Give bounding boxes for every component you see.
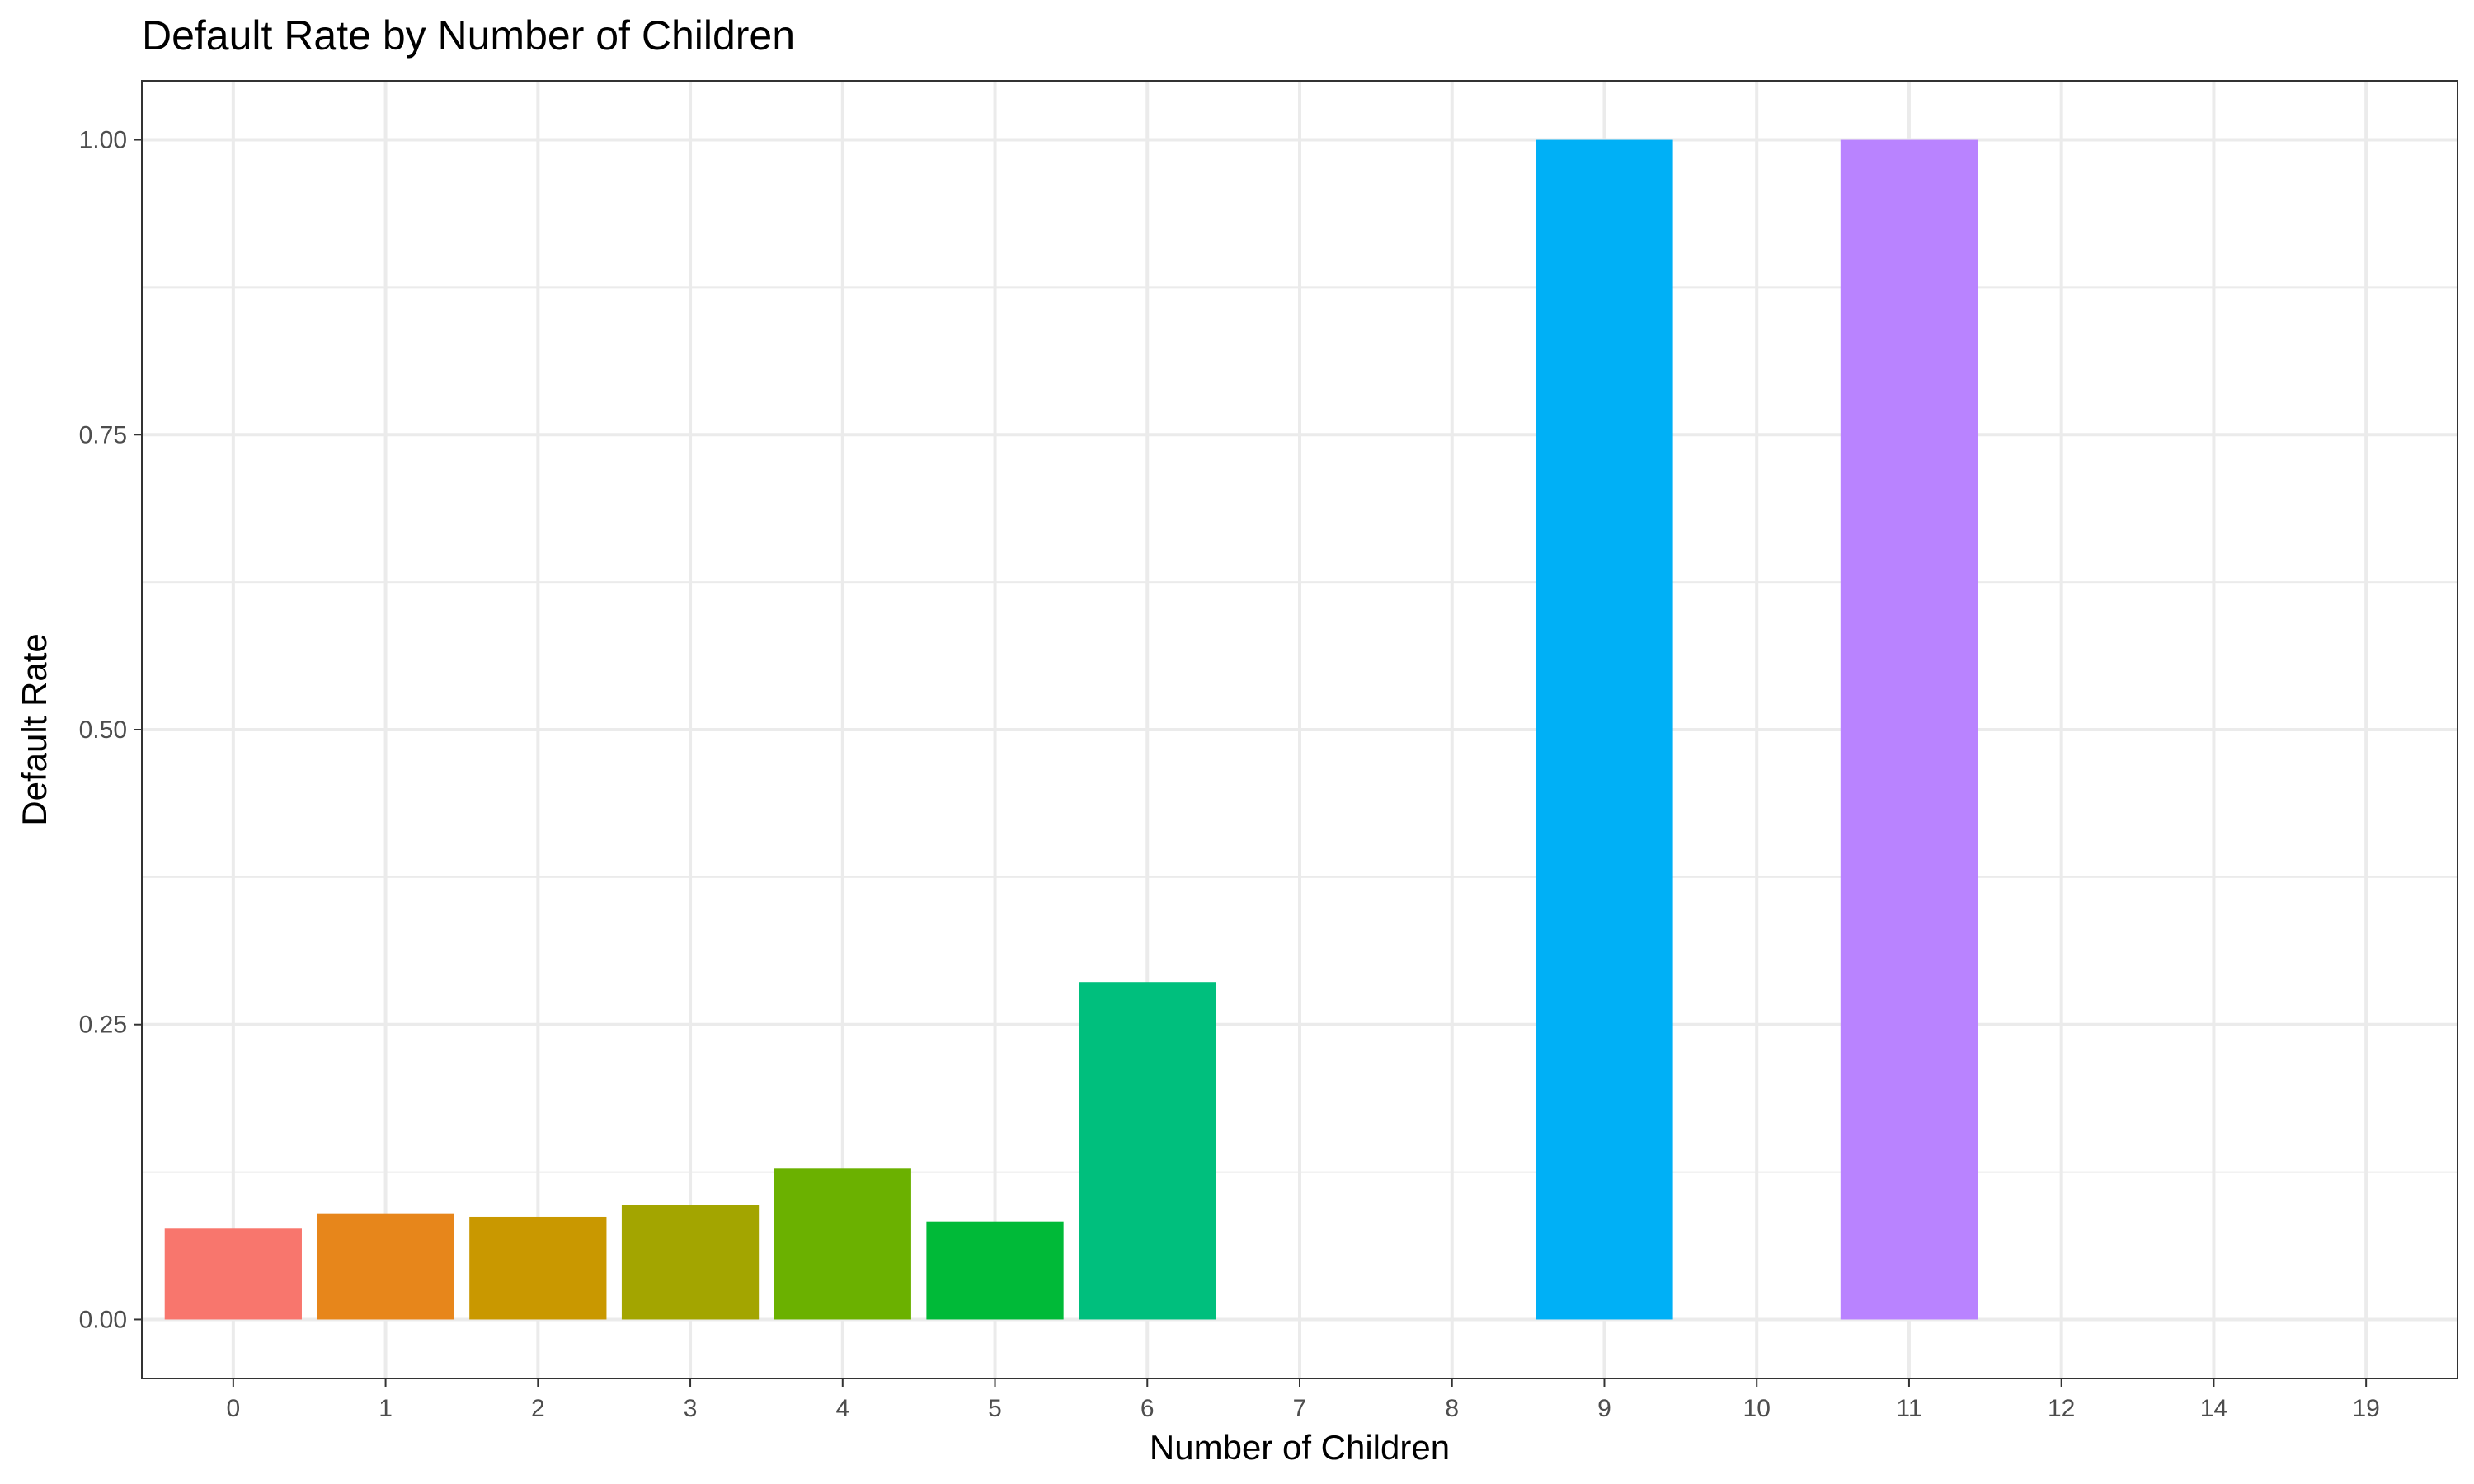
x-tick-label: 7 — [1293, 1395, 1307, 1422]
x-tick-label: 12 — [2048, 1395, 2075, 1422]
y-tick-label: 1.00 — [79, 127, 127, 154]
y-tick-label: 0.75 — [79, 421, 127, 448]
y-axis: 0.00 0.25 0.50 0.75 1.00 — [79, 127, 142, 1333]
x-tick-label: 8 — [1445, 1395, 1459, 1422]
x-axis-title: Number of Children — [1150, 1428, 1450, 1467]
x-tick-label: 1 — [379, 1395, 393, 1422]
y-axis-title: Default Rate — [15, 633, 54, 825]
bar-0 — [164, 1228, 302, 1320]
chart-title: Default Rate by Number of Children — [142, 12, 795, 59]
bar-9 — [1536, 139, 1673, 1320]
x-tick-label: 5 — [988, 1395, 1002, 1422]
x-tick-label: 4 — [835, 1395, 849, 1422]
x-tick-label: 19 — [2352, 1395, 2379, 1422]
y-tick-label: 0.25 — [79, 1012, 127, 1039]
y-tick-label: 0.50 — [79, 716, 127, 744]
x-tick-label: 10 — [1743, 1395, 1771, 1422]
bars — [164, 139, 1978, 1320]
y-tick-label: 0.00 — [79, 1306, 127, 1333]
x-tick-label: 11 — [1896, 1395, 1921, 1422]
bar-4 — [774, 1168, 911, 1320]
x-tick-label: 3 — [684, 1395, 698, 1422]
bar-11 — [1840, 139, 1978, 1320]
x-tick-label: 14 — [2200, 1395, 2227, 1422]
x-tick-label: 6 — [1141, 1395, 1155, 1422]
x-axis: 0 1 2 3 4 5 6 7 8 9 10 11 12 14 19 — [226, 1378, 2380, 1422]
bar-6 — [1079, 982, 1216, 1320]
bar-1 — [317, 1213, 454, 1320]
x-tick-label: 2 — [531, 1395, 545, 1422]
x-tick-label: 0 — [226, 1395, 240, 1422]
bar-2 — [469, 1216, 607, 1320]
bar-3 — [621, 1205, 760, 1320]
bar-5 — [926, 1221, 1064, 1320]
x-tick-label: 9 — [1597, 1395, 1611, 1422]
